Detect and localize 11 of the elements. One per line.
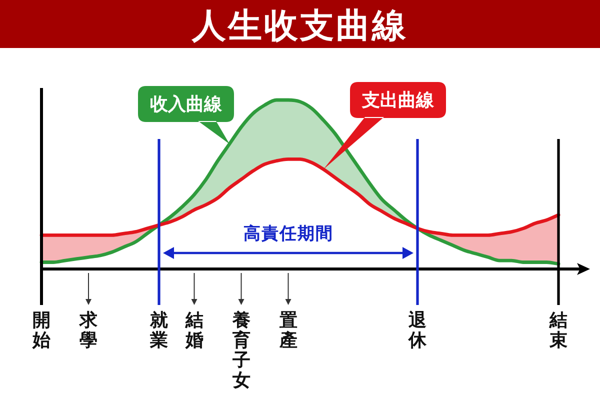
x-tick-label: 結束 [548, 310, 568, 351]
x-tick-label: 就業 [149, 310, 168, 351]
x-tick-label: 開始 [32, 310, 52, 351]
x-tick-label: 結婚 [184, 310, 204, 351]
chart-title: 人生收支曲線 [191, 6, 408, 46]
series-label: 收入曲線 [150, 94, 223, 115]
annotation: 高責任期間 [243, 224, 334, 244]
x-tick-label: 退休 [408, 310, 428, 351]
x-tick-label: 置產 [278, 310, 298, 351]
x-tick-label: 求學 [78, 310, 98, 351]
x-tick-label: 養育子女 [231, 310, 250, 391]
